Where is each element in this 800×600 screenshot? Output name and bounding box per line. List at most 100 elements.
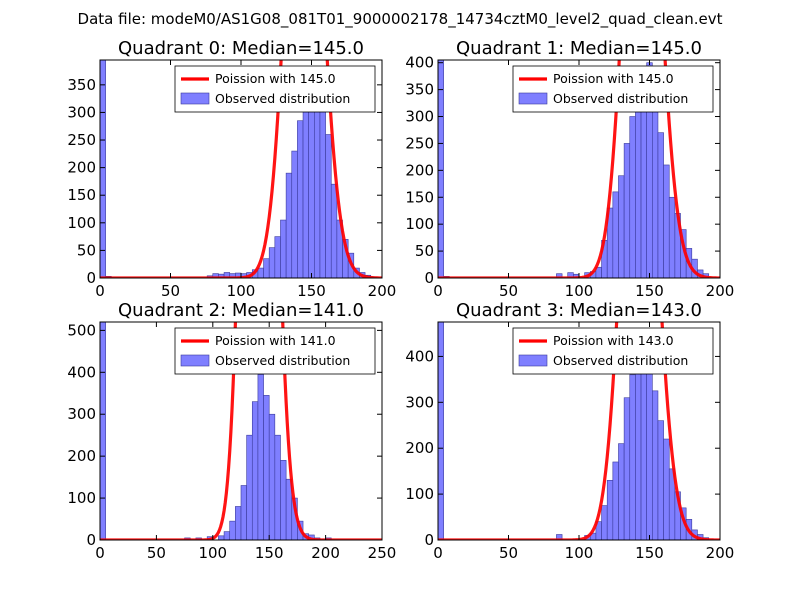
y-tick-label: 250 — [405, 134, 434, 152]
y-tick-label: 200 — [67, 447, 96, 465]
histogram-bar — [257, 374, 264, 540]
histogram-bar — [438, 60, 444, 278]
histogram-bar — [635, 351, 642, 540]
legend: Poission with 143.0 Observed distribution — [512, 327, 714, 375]
figure-suptitle: Data file: modeM0/AS1G08_081T01_90000021… — [78, 10, 723, 29]
panel-title: Quadrant 3: Median=143.0 — [456, 300, 702, 321]
histogram-bar — [663, 164, 670, 278]
histogram-bar — [646, 369, 653, 540]
y-tick-label: 0 — [86, 269, 96, 287]
histogram-bar — [246, 434, 253, 540]
x-tick-label: 50 — [147, 544, 166, 562]
legend-label-observed: Observed distribution — [553, 353, 688, 368]
legend-label-poisson: Poission with 145.0 — [215, 71, 336, 86]
y-tick-label: 100 — [67, 214, 96, 232]
legend: Poission with 145.0 Observed distribution — [512, 65, 714, 113]
y-tick-label: 0 — [86, 531, 96, 549]
panel-0: 0 50 100 150 200 0 50 100 150 200 250 300 350 Quadran… — [67, 38, 397, 300]
histogram-bar — [657, 132, 664, 278]
y-tick-label: 300 — [405, 393, 434, 411]
histogram-bar — [623, 143, 631, 278]
histogram-bar — [280, 219, 287, 278]
x-tick-label: 200 — [368, 282, 397, 300]
x-tick-label: 100 — [227, 282, 256, 300]
x-tick-label: 100 — [565, 282, 594, 300]
histogram-bar — [606, 480, 614, 540]
y-tick-label: 150 — [67, 186, 96, 204]
legend-label-poisson: Poission with 145.0 — [553, 71, 674, 86]
panel-1: 0 50 100 150 200 0 50 100 150 200 250 300 350 400 Quad… — [405, 38, 735, 300]
histogram-bar — [240, 485, 247, 540]
histogram-bar — [251, 401, 259, 540]
plot-area — [100, 322, 382, 540]
x-tick-label: 200 — [311, 544, 340, 562]
y-tick-label: 0 — [424, 531, 434, 549]
histogram-bar — [319, 95, 326, 278]
y-tick-label: 200 — [405, 439, 434, 457]
histogram-bar — [629, 374, 636, 540]
histogram-bar — [263, 395, 270, 540]
y-tick-label: 0 — [424, 269, 434, 287]
y-tick-label: 350 — [405, 81, 434, 99]
x-tick-label: 0 — [95, 282, 105, 300]
histogram-bar — [100, 60, 106, 278]
panel-3: 0 50 100 150 200 0 100 200 300 400 Quadrant 3: Med… — [405, 300, 734, 562]
y-tick-label: 100 — [405, 215, 434, 233]
histogram-bar — [268, 413, 276, 540]
histogram-bar — [297, 120, 304, 278]
x-tick-label: 150 — [297, 282, 326, 300]
histogram-bar — [285, 172, 293, 278]
histogram-bar — [223, 531, 231, 540]
histogram-bar — [302, 101, 309, 278]
x-tick-label: 250 — [368, 544, 397, 562]
panel-title: Quadrant 0: Median=145.0 — [118, 38, 364, 59]
histogram-bar — [629, 116, 636, 278]
panel-title: Quadrant 2: Median=141.0 — [118, 300, 364, 321]
histogram-bar — [325, 134, 332, 278]
y-tick-label: 400 — [67, 363, 96, 381]
y-tick-label: 300 — [67, 103, 96, 121]
y-tick-label: 200 — [67, 159, 96, 177]
histogram-bar — [652, 100, 659, 278]
histogram-bar — [601, 505, 608, 540]
y-tick-label: 100 — [67, 489, 96, 507]
legend-bar-swatch — [518, 92, 548, 105]
histogram-bar — [274, 434, 281, 540]
panel-title: Quadrant 1: Median=145.0 — [456, 38, 702, 59]
legend-label-observed: Observed distribution — [553, 91, 688, 106]
x-tick-label: 150 — [255, 544, 284, 562]
legend-label-poisson: Poission with 141.0 — [215, 333, 336, 348]
histogram-bar — [330, 183, 338, 278]
histogram-bar — [263, 258, 270, 278]
histogram-bar — [618, 443, 625, 540]
legend-box — [174, 327, 376, 375]
histogram-bar — [268, 247, 276, 278]
histogram-bar — [235, 506, 242, 540]
histogram-bar — [623, 397, 631, 540]
y-tick-label: 250 — [67, 131, 96, 149]
legend-label-observed: Observed distribution — [215, 91, 350, 106]
y-tick-label: 50 — [77, 241, 96, 259]
legend-bar-swatch — [180, 92, 210, 105]
x-tick-label: 50 — [499, 282, 518, 300]
histogram-bar — [257, 267, 264, 278]
histogram-bar — [635, 89, 642, 278]
histogram-bar — [668, 196, 676, 278]
x-tick-label: 150 — [635, 544, 664, 562]
legend-bar-swatch — [180, 354, 210, 367]
panels: 0 50 100 150 200 0 50 100 150 200 250 300 350 Quadran… — [67, 38, 735, 562]
histogram-bar — [229, 520, 236, 540]
y-tick-label: 300 — [405, 108, 434, 126]
y-tick-label: 50 — [415, 242, 434, 260]
legend: Poission with 141.0 Observed distribution — [174, 327, 376, 375]
legend-box — [512, 65, 714, 113]
histogram-bar — [657, 420, 664, 540]
axes-frame — [99, 321, 383, 541]
histogram-bar — [218, 535, 225, 540]
histogram-bar — [663, 438, 670, 540]
x-tick-label: 100 — [198, 544, 227, 562]
x-tick-label: 200 — [706, 282, 735, 300]
legend-label-observed: Observed distribution — [215, 353, 350, 368]
x-tick-label: 50 — [499, 544, 518, 562]
